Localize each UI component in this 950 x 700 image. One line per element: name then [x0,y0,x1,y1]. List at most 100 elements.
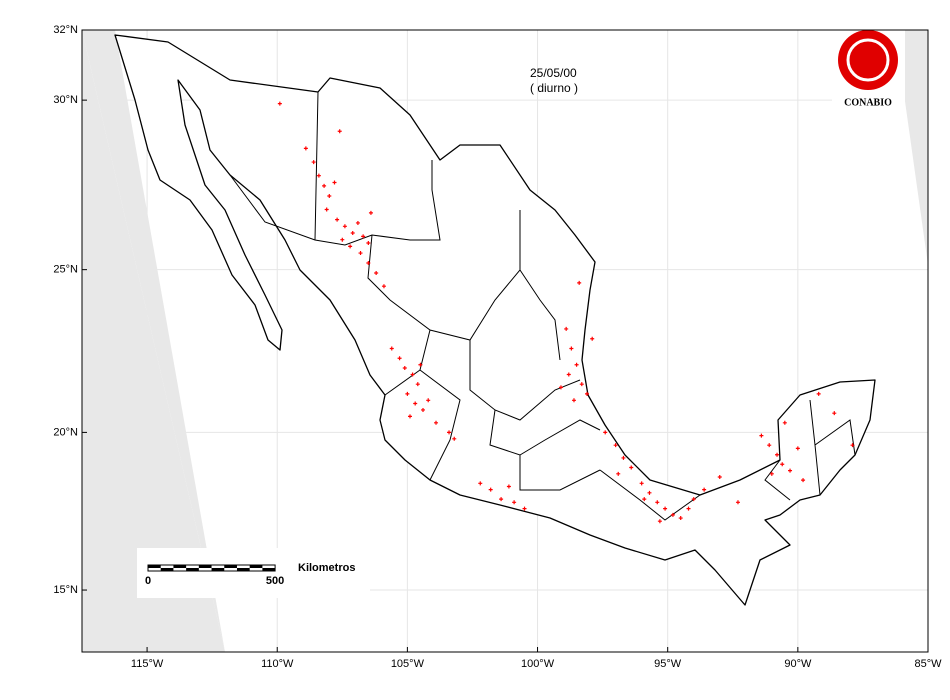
fire-point [616,471,621,476]
fire-point [759,433,764,438]
plot-frame [81,29,929,653]
period-label: ( diurno ) [530,81,578,95]
fire-point [366,261,371,266]
fire-point [389,346,394,351]
mexico-outline [114,34,876,606]
fire-point [397,356,402,361]
x-tick-label: 100°W [521,658,555,670]
scale-bar-segment [160,568,174,571]
scale-bar-segment [236,568,250,571]
fire-point [418,362,423,367]
y-tick-label: 25°N [53,264,78,276]
fire-point [782,420,787,425]
fire-point [488,487,493,492]
scale-bar-segment [186,568,199,571]
scale-bar-segment [148,565,161,568]
swath-left-edge [82,30,225,652]
fire-point [512,500,517,505]
fire-point [348,244,353,249]
fire-point [569,346,574,351]
fire-point [421,407,426,412]
fire-point [702,487,707,492]
y-tick-label: 30°N [53,94,78,106]
date-label: 25/05/00 [530,66,577,80]
fire-point [340,237,345,242]
fire-point [577,280,582,285]
logo-text: CONABIO [844,97,892,108]
fire-point [303,146,308,151]
fire-point [447,430,452,435]
fire-point [342,224,347,229]
fire-point [506,484,511,489]
fire-point [657,519,662,524]
fire-point [647,490,652,495]
fire-point [350,231,355,236]
scale-box [137,548,370,598]
logo-ring [846,38,890,82]
fire-point [621,455,626,460]
fire-point [850,443,855,448]
fire-point [832,411,837,416]
fire-point [603,430,608,435]
fire-point [571,398,576,403]
fire-point [405,391,410,396]
fire-point [670,512,675,517]
x-tick-label: 95°W [654,658,682,670]
fire-point [780,462,785,467]
fire-points [277,101,855,524]
y-tick-label: 15°N [53,584,78,596]
fire-point [775,452,780,457]
fire-point [584,391,589,396]
fire-point [558,385,563,390]
x-tick-label: 90°W [784,658,812,670]
logo: CONABIO [832,25,905,113]
fire-point [767,443,772,448]
fire-point [324,207,329,212]
fire-point [788,468,793,473]
scale-bar-segment [211,568,225,571]
fire-point [368,210,373,215]
fire-point [402,366,407,370]
fire-point [678,516,683,521]
fire-point [358,251,363,256]
fire-point [332,180,337,185]
fire-point [407,414,412,419]
scale-bar: Kilometros 0 500 [137,548,370,598]
fire-point [337,129,342,134]
fire-point [663,506,668,511]
fire-point [522,506,527,511]
fire-point [355,220,360,225]
fire-point [413,401,418,406]
scale-bar-segment [262,568,276,571]
fire-point [415,382,420,387]
fire-point [717,474,722,479]
fire-point [691,497,696,502]
fire-point [735,500,740,505]
fire-point [642,497,647,502]
fire-point [478,481,483,486]
fire-point [769,471,774,476]
y-tick-label: 32°N [53,24,78,36]
fire-point [327,194,332,199]
fire-point [499,497,504,502]
fire-point [374,270,379,275]
fire-point [335,217,340,222]
x-tick-label: 105°W [391,658,425,670]
scale-bar-segment [173,565,187,568]
fire-point [410,372,415,377]
fire-point [316,173,321,178]
fire-point [277,101,282,106]
fire-point [816,391,821,396]
y-tick-label: 20°N [53,426,78,438]
fire-point [361,234,366,239]
fire-point [434,420,439,425]
scale-label: 0 [145,575,151,587]
fire-point [590,336,595,341]
fire-point [366,241,371,246]
fire-point [655,500,660,505]
scale-label: 500 [266,575,284,587]
fire-point [566,372,571,377]
scale-bar-segment [224,565,237,568]
state-borders [229,91,856,521]
